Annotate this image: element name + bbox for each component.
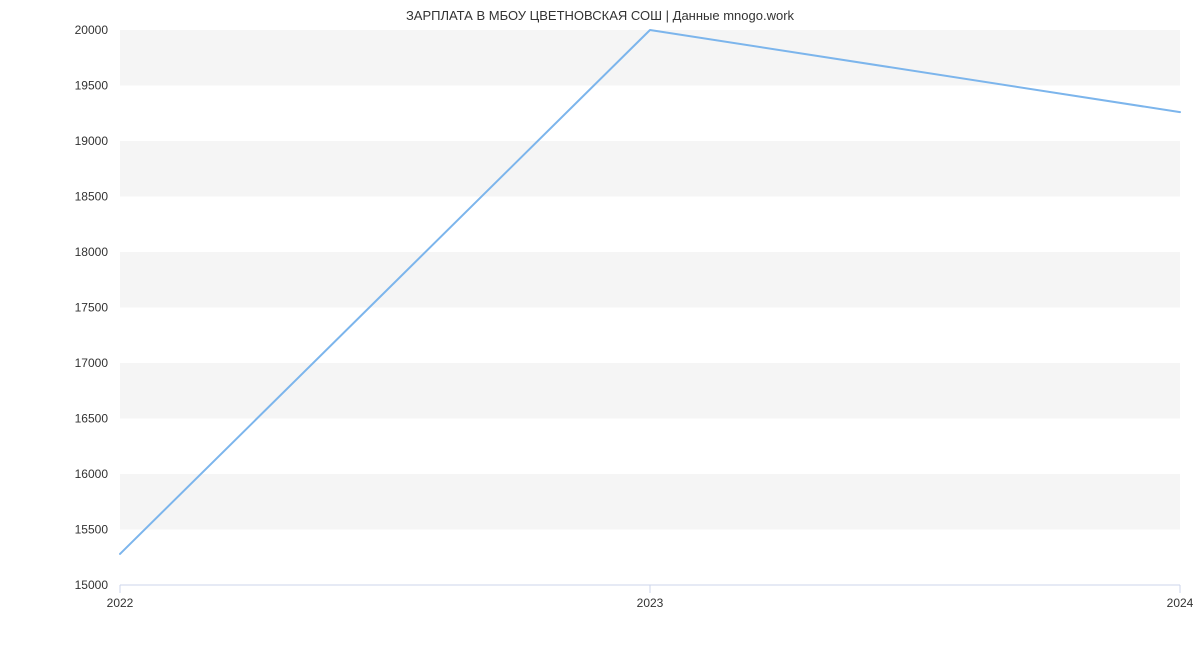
y-tick-label: 18000 [75, 245, 109, 259]
x-tick-label: 2023 [637, 596, 664, 610]
plot-band [120, 474, 1180, 530]
salary-line-chart: ЗАРПЛАТА В МБОУ ЦВЕТНОВСКАЯ СОШ | Данные… [0, 0, 1200, 650]
y-tick-label: 20000 [75, 23, 109, 37]
y-tick-label: 19000 [75, 134, 109, 148]
plot-band [120, 363, 1180, 419]
y-tick-label: 17500 [75, 301, 109, 315]
x-tick-label: 2022 [107, 596, 134, 610]
y-tick-label: 15500 [75, 523, 109, 537]
plot-band [120, 30, 1180, 86]
plot-band [120, 141, 1180, 197]
x-tick-label: 2024 [1167, 596, 1194, 610]
y-tick-label: 16500 [75, 412, 109, 426]
y-tick-label: 15000 [75, 578, 109, 592]
chart-svg: 15000 15500 16000 16500 17000 17500 18000 18500… [0, 0, 1200, 650]
plot-band [120, 252, 1180, 308]
y-tick-label: 18500 [75, 190, 109, 204]
y-tick-label: 19500 [75, 79, 109, 93]
y-tick-label: 16000 [75, 467, 109, 481]
y-tick-label: 17000 [75, 356, 109, 370]
